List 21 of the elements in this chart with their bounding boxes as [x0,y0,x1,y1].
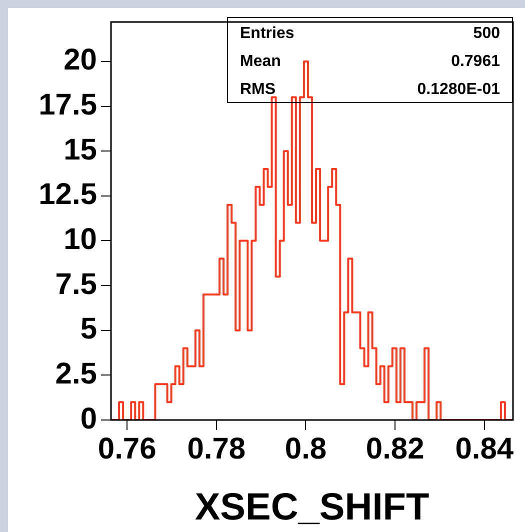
x-axis-title: XSEC_SHIFT [194,486,430,529]
annotation: 0.1280E-01 [417,80,500,100]
y-tick-label: 17.5 [38,88,97,122]
x-tick-label: 0.8 [284,432,327,466]
y-tick-label: 10 [64,222,97,256]
x-tick-label: 0.84 [455,432,514,466]
y-tick-label: 15 [64,133,97,166]
annotation: Mean [240,52,281,72]
annotation: RMS [240,80,276,100]
y-tick-label: 5 [80,312,97,346]
y-tick-label: 0 [80,402,97,436]
annotation: 500 [473,24,500,44]
x-tick-label: 0.78 [187,432,246,466]
y-tick-label: 7.5 [55,268,97,301]
x-tick-label: 0.82 [366,432,424,466]
annotation: Entries [240,24,294,44]
annotation: 0.7961 [451,52,500,72]
y-tick-label: 20 [64,44,97,77]
x-tick-label: 0.76 [98,432,156,466]
y-tick-label: 2.5 [55,357,97,390]
y-tick-label: 12.5 [38,178,97,212]
